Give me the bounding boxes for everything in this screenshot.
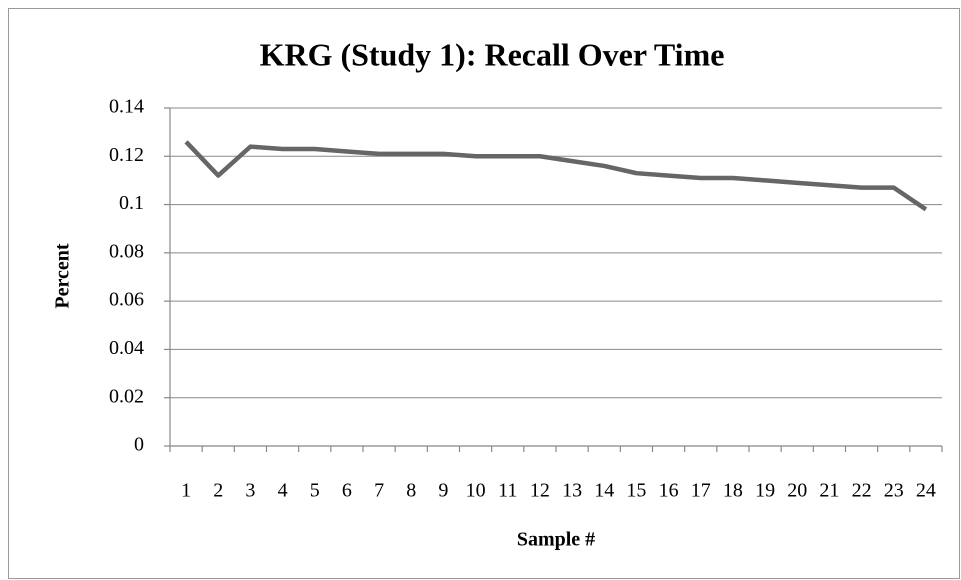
y-tick-label: 0.02 [109,385,144,407]
y-tick-label: 0 [134,434,144,456]
x-tick-label: 18 [723,480,743,502]
x-tick-label: 1 [181,480,191,502]
x-tick-label: 4 [278,480,288,502]
x-tick-label: 16 [659,480,679,502]
x-tick-label: 8 [406,480,416,502]
x-tick-label: 11 [498,480,517,502]
x-tick-label: 9 [438,480,448,502]
x-tick-label: 7 [374,480,384,502]
chart-title: KRG (Study 1): Recall Over Time [260,36,725,72]
chart-frame [8,8,960,579]
x-tick-label: 15 [626,480,646,502]
x-tick-label: 3 [245,480,255,502]
y-tick-label: 0.04 [109,337,144,359]
x-tick-label: 6 [342,480,352,502]
x-tick-label: 23 [884,480,904,502]
x-tick-label: 13 [562,480,582,502]
y-axis-title: Percent [52,243,74,308]
x-tick-label: 17 [691,480,711,502]
y-tick-label: 0.1 [119,192,144,214]
y-tick-label: 0.14 [109,96,144,118]
x-tick-label: 10 [466,480,486,502]
x-tick-label: 24 [916,480,936,502]
x-tick-label: 19 [755,480,775,502]
x-tick-label: 5 [310,480,320,502]
y-tick-label: 0.08 [109,240,144,262]
data-line [184,140,928,212]
x-tick-label: 12 [530,480,550,502]
y-tick-label: 0.12 [109,144,144,166]
y-tick-label: 0.06 [109,289,144,311]
x-axis-title: Sample # [517,529,595,551]
x-tick-label: 14 [594,480,614,502]
x-tick-label: 20 [787,480,807,502]
x-tick-label: 2 [213,480,223,502]
x-tick-label: 22 [852,480,872,502]
x-tick-label: 21 [819,480,839,502]
